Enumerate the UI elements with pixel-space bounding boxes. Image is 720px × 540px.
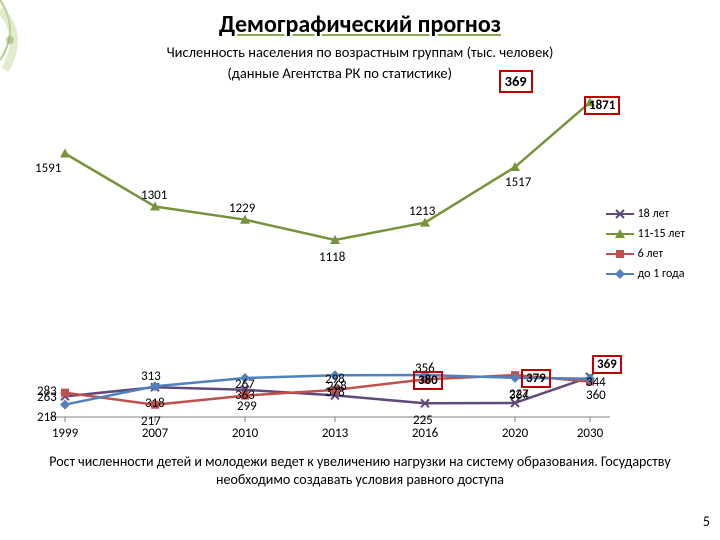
svg-text:1999: 1999 — [52, 426, 79, 441]
legend-label: 18 лет — [638, 207, 670, 221]
legend-item: 6 лет — [606, 247, 685, 261]
data-label: 1301 — [141, 188, 167, 203]
legend-label: 6 лет — [638, 247, 664, 261]
legend-label: до 1 года — [638, 267, 685, 281]
data-label: 1591 — [35, 161, 61, 176]
data-label: 1871 — [584, 96, 620, 115]
svg-text:2020: 2020 — [502, 426, 529, 441]
data-label: 283 — [37, 384, 57, 399]
page-number: 5 — [703, 513, 710, 530]
data-label: 225 — [413, 413, 433, 428]
data-label: 1229 — [229, 201, 255, 216]
legend-label: 11-15 лет — [638, 227, 685, 241]
data-label: 217 — [141, 414, 161, 429]
line-chart: 1999200720102013201620202030 18 лет11-15… — [30, 87, 690, 447]
subtitle-line1: Численность населения по возрастным груп… — [167, 43, 554, 61]
data-label: 364 — [509, 388, 529, 403]
data-label: 369 — [592, 355, 622, 374]
data-label: 318 — [145, 396, 165, 411]
data-label: 360 — [586, 388, 606, 403]
data-label: 313 — [141, 369, 161, 384]
data-label: 379 — [521, 369, 551, 388]
data-label: 380 — [413, 371, 443, 390]
bottom-note: Рост численности детей и молодежи ведет … — [0, 447, 720, 489]
legend-item: 11-15 лет — [606, 227, 685, 241]
svg-text:2030: 2030 — [577, 426, 604, 441]
data-label: 1517 — [505, 175, 531, 190]
svg-text:2010: 2010 — [232, 426, 259, 441]
page-title: Демографический прогноз — [0, 0, 720, 43]
svg-text:2013: 2013 — [322, 426, 349, 441]
corner-decoration — [0, 0, 50, 80]
subtitle-line2: (данные Агентства РК по статистике) — [227, 64, 452, 82]
data-label: 218 — [37, 410, 57, 425]
data-label: 378 — [325, 385, 345, 400]
legend-item: до 1 года — [606, 267, 685, 281]
legend: 18 лет 11-15 лет 6 лет до 1 года — [606, 207, 685, 287]
subtitle: Численность населения по возрастным груп… — [0, 43, 720, 87]
data-label: 363 — [235, 388, 255, 403]
data-label: 1118 — [319, 250, 345, 265]
data-label: 1213 — [409, 204, 435, 219]
legend-item: 18 лет — [606, 207, 685, 221]
